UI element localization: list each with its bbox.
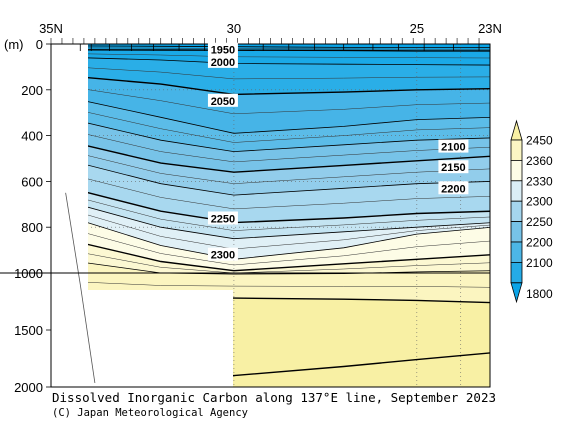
colorbar-segment [510, 241, 523, 263]
contour-line-minor [51, 53, 490, 59]
credit-text: (C) Japan Meteorological Agency [52, 407, 248, 419]
y-tick-label: 0 [36, 37, 43, 52]
bathymetry-line [65, 192, 96, 384]
colorbar-top-arrow [510, 119, 523, 141]
contour-label-bg [438, 181, 469, 195]
colorbar-level-label: 2330 [526, 174, 553, 188]
contour-line-minor [51, 103, 490, 143]
plot-frame [50, 43, 491, 388]
no-data-region-deep [88, 290, 233, 387]
colorbar-level-label: 1800 [526, 287, 553, 301]
contour-label: 2050 [207, 93, 238, 108]
y-tick-label: 2000 [14, 380, 43, 395]
colorbar-level-label: 2360 [526, 154, 553, 168]
colorbar-segment [510, 200, 523, 222]
contour-line-minor [51, 280, 490, 288]
contour-band [51, 44, 490, 48]
colorbar-level-label: 2250 [526, 215, 553, 229]
x-tick-label: 30 [227, 21, 241, 36]
contour-line [51, 114, 490, 153]
y-tick-label: 600 [21, 174, 43, 189]
contour-line-minor [51, 146, 490, 184]
contour-label-text: 2250 [211, 213, 235, 225]
no-data-region-upper [51, 44, 88, 273]
contour-line-minor [51, 203, 490, 250]
contour-line-minor [51, 189, 490, 231]
y-tick-label: 1500 [14, 323, 43, 338]
contour-label: 1950 [207, 42, 238, 57]
contour-line-minor [51, 169, 490, 210]
contour-line-minor [51, 83, 490, 115]
contour-label-bg [207, 93, 238, 107]
contour-label: 2300 [207, 247, 238, 262]
contour-label-text: 2050 [211, 96, 235, 108]
contour-line [51, 182, 490, 224]
colorbar-level-label: 2450 [526, 134, 553, 148]
y-tick-label: 1000 [14, 266, 43, 281]
contour-line-minor [51, 125, 490, 163]
contour-label-bg [207, 211, 238, 225]
contour-line [51, 210, 490, 260]
contour-label-bg [438, 139, 469, 153]
contour-line [51, 136, 490, 173]
bathymetry-path [65, 192, 96, 384]
y-tick-label: 800 [21, 220, 43, 235]
no-data-region-mid [51, 273, 88, 387]
contour-line-minor [51, 246, 490, 274]
contour-label-bg [207, 54, 238, 68]
x-axis: 35N 30 25 23N [39, 21, 502, 36]
colorbar-segment [510, 159, 523, 182]
contour-label-text: 2200 [441, 183, 465, 195]
contour-line [51, 155, 490, 196]
contour-line-minor [51, 223, 490, 266]
colorbar-level-label: 2300 [526, 195, 553, 209]
x-tick-label: 35N [39, 21, 63, 36]
contour-label-bg [207, 247, 238, 261]
colorbar-level-label: 2100 [526, 256, 553, 270]
contour-label: 2100 [438, 139, 469, 154]
x-tick-label: 23N [478, 21, 502, 36]
contour-label-text: 2300 [211, 250, 235, 262]
y-axis-unit-label: (m) [4, 37, 24, 52]
contour-label-bg [438, 160, 469, 174]
contour-line [51, 196, 490, 240]
colorbar-segment [510, 139, 523, 161]
contour-label: 2200 [438, 181, 469, 195]
contour-line [51, 257, 490, 275]
y-axis: 0 200 400 600 800 1000 1500 2000 [14, 37, 51, 395]
no-data-mask [51, 44, 233, 387]
station-tick-layer [50, 38, 480, 51]
contour-label-text: 2000 [211, 57, 235, 69]
x-tick-label: 25 [410, 21, 424, 36]
contour-label-text: 1950 [211, 45, 235, 57]
contour-label: 2250 [207, 211, 238, 225]
colorbar-level-label: 2200 [526, 236, 553, 250]
colorbar-segment [510, 261, 523, 284]
contour-label: 2000 [207, 54, 238, 69]
colorbar: 2450 2360 2330 2300 2250 2200 2100 1800 [510, 119, 553, 304]
contour-line [51, 73, 490, 96]
contour-line-minor [51, 65, 490, 80]
contour-line [51, 93, 490, 134]
colorbar-segment [510, 180, 523, 202]
contour-label: 2150 [438, 160, 469, 174]
contour-label-bg [207, 42, 238, 56]
contour-label-text: 2150 [441, 162, 465, 174]
colorbar-bottom-arrow [510, 282, 523, 304]
y-tick-label: 200 [21, 83, 43, 98]
y-tick-label: 400 [21, 129, 43, 144]
contour-line [51, 56, 490, 66]
contour-label-text: 2100 [441, 142, 465, 154]
colorbar-segment [510, 221, 523, 243]
contour-line [51, 235, 490, 272]
chart-title: Dissolved Inorganic Carbon along 137°E l… [52, 390, 496, 405]
